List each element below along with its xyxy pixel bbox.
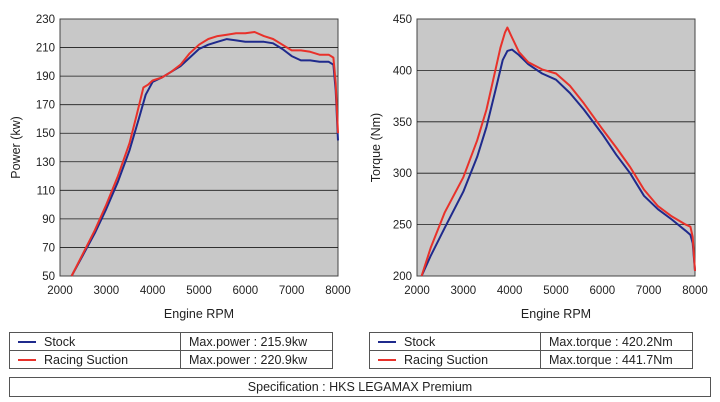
legend-max-value: Max.torque : 441.7Nm: [540, 350, 693, 369]
x-tick-label: 3000: [94, 285, 120, 297]
y-tick-label: 200: [393, 271, 412, 283]
x-tick-label: 6000: [590, 285, 616, 297]
y-axis-label: Torque (Nm): [369, 113, 383, 182]
stock-series-line: [420, 48, 696, 277]
x-tick-label: 6000: [233, 285, 259, 297]
stock-line-swatch: [378, 341, 396, 344]
plot-area: [416, 18, 696, 277]
y-tick-label: 70: [42, 242, 55, 254]
racing-line-swatch: [378, 359, 396, 362]
y-tick-label: 50: [42, 271, 55, 283]
y-tick-label: 250: [393, 220, 412, 232]
legend-max-value: Max.power : 220.9kw: [180, 350, 333, 369]
x-tick-label: 7000: [636, 285, 662, 297]
stock-series-line: [70, 38, 339, 277]
y-tick-label: 230: [36, 14, 55, 26]
racing-suction-series-line: [70, 31, 339, 277]
specification-label: Specification : HKS LEGAMAX Premium: [9, 377, 711, 397]
power-chart: 50 70 90 110 130 150 170 190 210 230 2000 3000 4000 5…: [9, 14, 351, 321]
x-tick-label: 4000: [140, 285, 166, 297]
legend-row-racing-suction: Racing Suction Max.power : 220.9kw: [9, 350, 333, 369]
plot-area: [59, 18, 339, 277]
legend-max-value: Max.torque : 420.2Nm: [540, 332, 693, 351]
legend-row-stock: Stock Max.torque : 420.2Nm: [369, 332, 693, 351]
x-tick-label: 8000: [682, 285, 708, 297]
power-legend: Stock Max.power : 215.9kw Racing Suction…: [9, 332, 333, 369]
x-axis-label: Engine RPM: [164, 307, 234, 321]
x-tick-label: 2000: [47, 285, 73, 297]
y-tick-label: 400: [393, 65, 412, 77]
legend-series-name: Stock: [44, 334, 76, 349]
racing-line-swatch: [18, 359, 36, 362]
legend-series-name: Racing Suction: [44, 352, 129, 367]
legend-row-stock: Stock Max.power : 215.9kw: [9, 332, 333, 351]
x-tick-label: 5000: [186, 285, 212, 297]
x-tick-label: 7000: [279, 285, 305, 297]
y-tick-label: 170: [36, 100, 55, 112]
x-tick-label: 5000: [543, 285, 569, 297]
y-axis-label: Power (kw): [9, 116, 23, 179]
x-axis-label: Engine RPM: [521, 307, 591, 321]
legend-row-racing-suction: Racing Suction Max.torque : 441.7Nm: [369, 350, 693, 369]
legend-series-name: Racing Suction: [404, 352, 489, 367]
x-tick-label: 8000: [325, 285, 351, 297]
stock-line-swatch: [18, 341, 36, 344]
racing-suction-series-line: [420, 26, 696, 277]
y-tick-label: 110: [37, 185, 55, 197]
torque-legend: Stock Max.torque : 420.2Nm Racing Suctio…: [369, 332, 693, 369]
legend-max-value: Max.power : 215.9kw: [180, 332, 333, 351]
y-tick-label: 350: [393, 117, 412, 129]
torque-chart: 200 250 300 350 400 450 2000 3000 4000 5000 6000 70…: [369, 14, 708, 321]
x-tick-label: 2000: [404, 285, 430, 297]
y-tick-label: 90: [42, 214, 55, 226]
y-tick-label: 190: [36, 71, 55, 83]
y-tick-label: 150: [36, 128, 55, 140]
legend-series-name: Stock: [404, 334, 436, 349]
x-tick-label: 3000: [451, 285, 477, 297]
y-tick-label: 210: [36, 43, 55, 55]
y-tick-label: 450: [393, 14, 412, 26]
y-tick-label: 130: [36, 157, 55, 169]
y-tick-label: 300: [393, 168, 412, 180]
x-tick-label: 4000: [497, 285, 523, 297]
